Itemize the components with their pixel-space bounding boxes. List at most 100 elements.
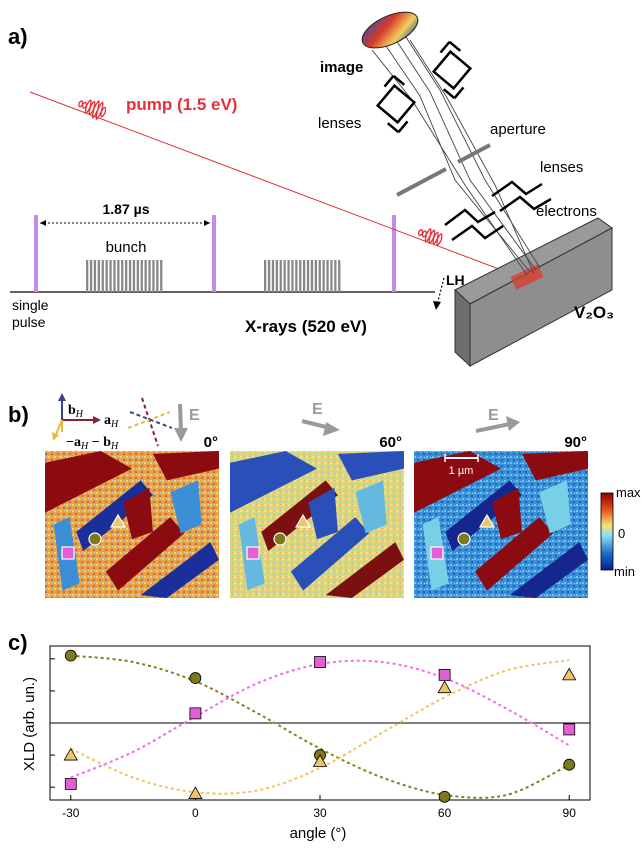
e-arrow-60: E <box>301 401 340 436</box>
data-point-triangle <box>437 680 452 694</box>
bunch-pulse <box>318 260 321 292</box>
e-arrow-90: E <box>475 407 520 433</box>
bunch-pulse <box>303 260 306 292</box>
domain-stripe <box>414 451 501 513</box>
x-tick-label: -30 <box>62 806 80 820</box>
bunch-pulse <box>322 260 325 292</box>
bunch-pulse <box>334 260 337 292</box>
panel-b: b) bH aH −aH − bH E E <box>8 393 641 598</box>
pump-wavepacket-2 <box>418 228 443 246</box>
x-tick-label: 60 <box>438 806 452 820</box>
bunch-label: bunch <box>106 239 147 256</box>
lens-bottom-right <box>491 180 552 213</box>
domain-stripe <box>290 517 370 591</box>
colorbar-min: min <box>614 564 635 579</box>
vector-b-label: bH <box>68 403 84 420</box>
bunch-pulse <box>148 260 151 292</box>
pulse-marker-1 <box>34 215 38 292</box>
image-label: image <box>320 59 363 76</box>
lenses-mid-label: lenses <box>540 159 583 176</box>
image-screen <box>361 11 419 49</box>
panel-a-label: a) <box>8 24 28 49</box>
domain-stripe <box>325 542 404 598</box>
bunch-pulse <box>310 260 314 292</box>
xld-map-90 <box>414 451 588 598</box>
bunch-pulse <box>109 260 112 292</box>
fit-curve <box>70 659 570 795</box>
lenses-top-label: lenses <box>318 115 361 132</box>
data-point-square <box>64 778 77 790</box>
x-tick-label: 0 <box>192 806 199 820</box>
fit-curve <box>70 659 570 779</box>
data-point-circle <box>438 790 451 803</box>
sample-label: V₂O₃ <box>574 303 614 322</box>
bunch-pulse <box>291 260 294 292</box>
pulse-marker-2 <box>212 215 216 292</box>
map-triangle-marker <box>294 513 312 528</box>
sample-front <box>454 288 471 368</box>
bunch-pulse <box>89 260 93 292</box>
scale-bar-label: 1 µm <box>449 465 474 477</box>
lh-arrow <box>436 277 445 306</box>
pulse-marker-3 <box>392 215 396 292</box>
domain-stripe <box>230 451 317 513</box>
data-point-square <box>314 656 326 668</box>
bunch-train-2 <box>264 260 341 292</box>
xld-map-60 <box>230 451 404 598</box>
map-square-marker <box>430 546 444 560</box>
bunch-pulse <box>105 260 108 292</box>
domain-stripe <box>152 451 219 481</box>
bunch-pulse <box>117 260 120 292</box>
bunch-pulse <box>287 260 290 292</box>
aperture-label: aperture <box>490 121 546 138</box>
x-axis-label: angle (°) <box>290 825 347 842</box>
bunch-pulse <box>97 260 100 292</box>
map-circle-marker <box>457 532 471 546</box>
map-circle-marker <box>88 532 102 546</box>
data-point-triangle <box>188 786 203 799</box>
vector-combo-label: −aH − bH <box>66 435 119 452</box>
single-pulse-label-2: pulse <box>12 314 46 330</box>
colorbar <box>600 492 614 571</box>
bunch-pulse <box>314 260 317 292</box>
bunch-pulse <box>338 260 341 292</box>
e-label-90: E <box>488 407 499 424</box>
fit-curve <box>70 654 570 799</box>
bunch-pulse <box>93 260 97 292</box>
domain-stripe <box>474 517 554 591</box>
lens-bottom-left <box>444 208 504 242</box>
lh-label: LH <box>446 272 465 288</box>
domain-block <box>492 487 522 540</box>
single-pulse-label-1: single <box>12 297 49 313</box>
map-angle-60: 60° <box>379 434 402 451</box>
electrons-label: electrons <box>536 203 597 220</box>
y-axis-label: XLD (arb. un.) <box>21 677 38 771</box>
bunch-pulse <box>101 260 104 292</box>
bunch-pulse <box>113 260 116 292</box>
bunch-pulse <box>136 260 139 292</box>
map-square-marker <box>246 546 260 560</box>
bunch-pulse <box>326 260 329 292</box>
sample-spot <box>510 264 544 290</box>
bunch-pulse <box>279 260 282 292</box>
bunch-pulse <box>121 260 124 292</box>
e-arrow-0: E <box>174 403 200 442</box>
bunch-pulse <box>132 260 136 292</box>
bunch-pulse <box>152 260 155 292</box>
domain-stripe <box>509 542 588 598</box>
panel-c-label: c) <box>8 630 28 655</box>
map-square-marker <box>61 546 75 560</box>
electron-rays <box>371 33 541 276</box>
lens-top-right <box>431 40 473 100</box>
domain-stripe <box>45 451 132 513</box>
data-point-triangle <box>63 747 78 761</box>
x-tick-label: 90 <box>563 806 577 820</box>
data-point-circle <box>563 758 576 771</box>
e-label-0: E <box>189 407 200 424</box>
bunch-pulse <box>125 260 128 292</box>
bunch-pulse <box>128 260 132 292</box>
bunch-pulse <box>144 260 147 292</box>
bunch-pulse <box>267 260 271 292</box>
x-tick-label: 30 <box>313 806 327 820</box>
